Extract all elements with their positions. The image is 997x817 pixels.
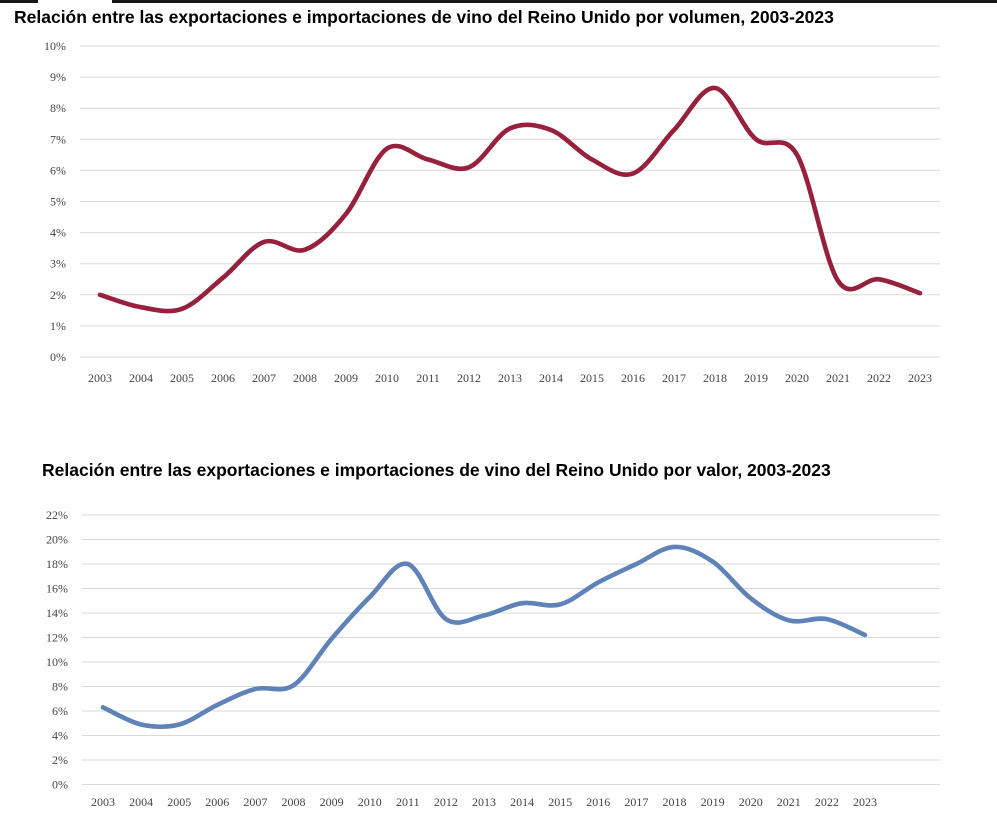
y-tick-label: 2%: [52, 753, 68, 767]
x-tick-label: 2004: [129, 371, 153, 385]
x-tick-label: 2019: [701, 795, 725, 809]
x-tick-label: 2022: [815, 795, 839, 809]
x-tick-label: 2018: [663, 795, 687, 809]
x-tick-label: 2008: [282, 795, 306, 809]
x-tick-label: 2022: [867, 371, 891, 385]
x-tick-label: 2012: [434, 795, 458, 809]
y-tick-label: 5%: [50, 195, 66, 209]
x-tick-label: 2019: [744, 371, 768, 385]
y-tick-label: 4%: [52, 729, 68, 743]
y-tick-label: 12%: [46, 631, 68, 645]
x-tick-label: 2006: [205, 795, 229, 809]
x-tick-label: 2009: [320, 795, 344, 809]
y-tick-label: 1%: [50, 319, 66, 333]
chart-title-volume: Relación entre las exportaciones e impor…: [14, 7, 834, 27]
y-tick-label: 0%: [50, 350, 66, 364]
x-tick-label: 2008: [293, 371, 317, 385]
y-tick-label: 2%: [50, 288, 66, 302]
y-tick-label: 3%: [50, 257, 66, 271]
top-edge-line: [0, 0, 38, 3]
x-tick-label: 2003: [88, 371, 112, 385]
x-tick-label: 2011: [416, 371, 440, 385]
x-tick-label: 2011: [396, 795, 420, 809]
volume-chart: 0% 1% 2% 3% 4% 5% 6% 7% 8% 9% 10% 2003 2004 2005 2006 2…: [44, 39, 940, 385]
x-tick-label: 2013: [472, 795, 496, 809]
x-tick-label: 2010: [375, 371, 399, 385]
y-tick-label: 0%: [52, 778, 68, 792]
y-tick-label: 4%: [50, 226, 66, 240]
y-tick-label: 6%: [52, 704, 68, 718]
x-tick-label: 2005: [170, 371, 194, 385]
x-tick-label: 2017: [662, 371, 686, 385]
y-tick-label: 8%: [52, 680, 68, 694]
x-tick-label: 2021: [777, 795, 801, 809]
data-line: [97, 85, 923, 314]
x-tick-label: 2009: [334, 371, 358, 385]
x-tick-label: 2012: [457, 371, 481, 385]
x-tick-label: 2010: [358, 795, 382, 809]
y-tick-label: 9%: [50, 70, 66, 84]
y-tick-label: 8%: [50, 101, 66, 115]
y-tick-label: 14%: [46, 606, 68, 620]
top-edge-line: [112, 0, 997, 3]
x-tick-label: 2004: [129, 795, 153, 809]
x-tick-label: 2016: [586, 795, 610, 809]
chart-title-value: Relación entre las exportaciones e impor…: [42, 460, 831, 480]
x-tick-label: 2007: [252, 371, 276, 385]
x-tick-label: 2013: [498, 371, 522, 385]
x-tick-label: 2005: [167, 795, 191, 809]
data-line: [100, 544, 868, 730]
x-tick-label: 2020: [739, 795, 763, 809]
x-tick-label: 2014: [539, 371, 563, 385]
x-tick-label: 2015: [580, 371, 604, 385]
x-tick-label: 2003: [91, 795, 115, 809]
x-tick-label: 2016: [621, 371, 645, 385]
x-tick-label: 2021: [826, 371, 850, 385]
y-tick-label: 6%: [50, 163, 66, 177]
y-tick-label: 20%: [46, 533, 68, 547]
y-tick-label: 10%: [46, 655, 68, 669]
y-tick-label: 22%: [46, 508, 68, 522]
x-tick-label: 2014: [510, 795, 534, 809]
x-tick-label: 2018: [703, 371, 727, 385]
x-tick-label: 2020: [785, 371, 809, 385]
x-tick-label: 2007: [243, 795, 267, 809]
y-tick-label: 7%: [50, 132, 66, 146]
y-tick-label: 10%: [44, 39, 66, 53]
y-tick-label: 16%: [46, 582, 68, 596]
y-tick-label: 18%: [46, 557, 68, 571]
x-tick-label: 2023: [908, 371, 932, 385]
x-tick-label: 2017: [624, 795, 648, 809]
x-tick-label: 2015: [548, 795, 572, 809]
value-chart: 0% 2% 4% 6% 8% 10% 12% 14% 16% 18% 20% 22% 2003 2004 2…: [46, 508, 940, 809]
x-tick-label: 2023: [853, 795, 877, 809]
x-tick-label: 2006: [211, 371, 235, 385]
